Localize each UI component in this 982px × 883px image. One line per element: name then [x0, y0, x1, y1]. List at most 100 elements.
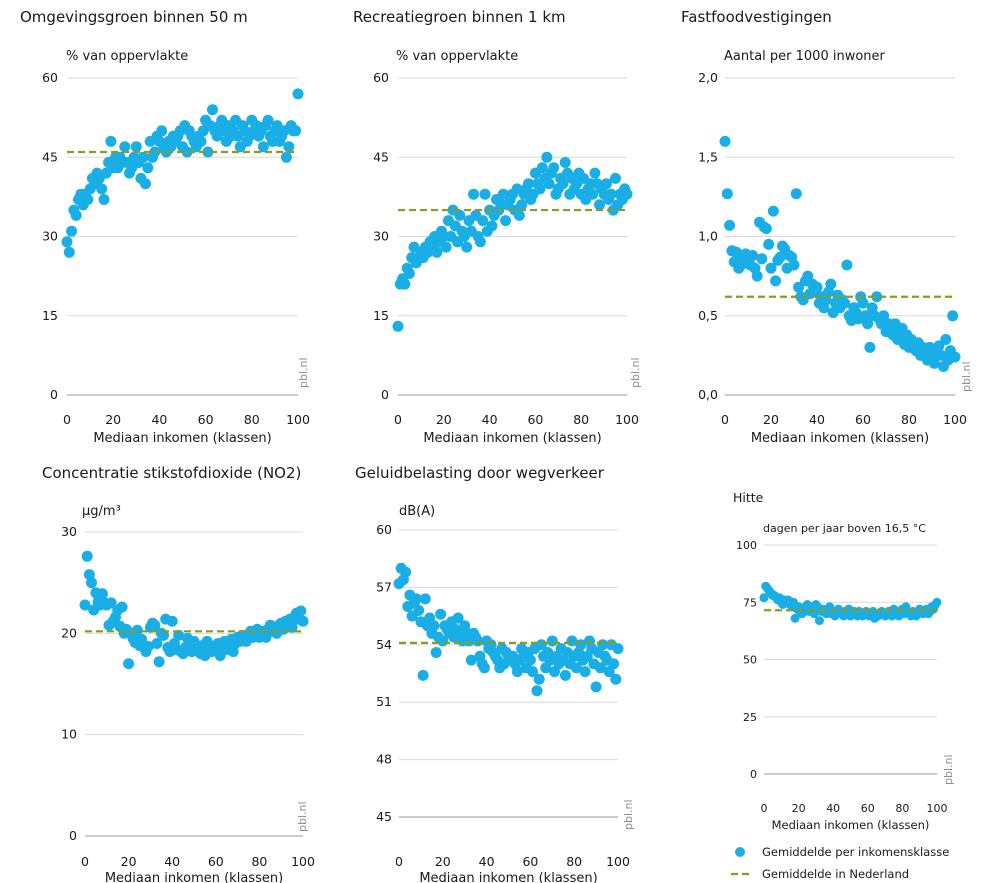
data-point — [195, 135, 207, 147]
y-tick-label: 48 — [376, 752, 392, 767]
data-point — [81, 550, 93, 562]
data-point — [809, 609, 819, 619]
chart-panel-1: Omgevingsgroen binnen 50 m % van oppervla… — [20, 8, 310, 446]
data-point — [295, 605, 307, 617]
data-point — [811, 281, 823, 293]
y-axis-unit: µg/m³ — [82, 504, 121, 519]
y-tick-label: 2,0 — [698, 70, 718, 85]
data-point — [587, 188, 599, 200]
data-point — [140, 178, 151, 190]
data-point — [871, 291, 883, 303]
y-tick-label: 60 — [42, 70, 58, 85]
y-tick-label: 0 — [750, 768, 757, 781]
data-point — [465, 654, 477, 666]
data-point — [500, 215, 512, 227]
data-point — [400, 566, 412, 578]
x-tick-label: 0 — [81, 854, 89, 869]
data-point — [524, 654, 536, 666]
source-label: pbl.nl — [296, 801, 309, 832]
data-point — [724, 219, 736, 231]
data-point — [417, 669, 429, 681]
data-point — [479, 188, 491, 200]
data-point — [933, 340, 945, 352]
data-point — [511, 666, 523, 678]
x-tick-label: 40 — [809, 412, 825, 427]
data-point — [435, 608, 447, 620]
data-point — [513, 209, 525, 221]
data-point — [86, 577, 97, 589]
data-point — [468, 188, 480, 200]
data-point — [297, 615, 309, 627]
data-point — [531, 685, 543, 697]
legend-line-label: Gemiddelde in Nederland — [762, 867, 909, 881]
data-point — [839, 297, 851, 309]
y-tick-label: 0 — [69, 828, 77, 843]
data-point — [419, 593, 431, 605]
y-tick-label: 30 — [373, 229, 389, 244]
y-axis-unit: dB(A) — [399, 504, 435, 519]
x-tick-label: 20 — [105, 412, 121, 427]
data-point — [283, 141, 295, 153]
data-point — [559, 669, 571, 681]
x-tick-label: 0 — [395, 854, 403, 869]
y-tick-label: 0,5 — [698, 308, 718, 323]
y-tick-label: 45 — [42, 149, 58, 164]
legend-dot-label: Gemiddelde per inkomensklasse — [762, 845, 949, 859]
x-axis-label: Mediaan inkomen (klassen) — [419, 871, 597, 883]
data-point — [399, 278, 411, 290]
data-point — [759, 593, 769, 603]
data-point — [841, 259, 853, 271]
y-tick-label: 57 — [376, 579, 392, 594]
data-point — [411, 593, 422, 605]
data-point — [137, 151, 149, 163]
data-point — [207, 104, 218, 116]
data-point — [590, 681, 602, 693]
x-axis-label: Mediaan inkomen (klassen) — [772, 818, 930, 832]
x-tick-label: 20 — [121, 854, 137, 869]
data-point — [523, 178, 534, 190]
data-point — [947, 310, 959, 322]
y-tick-label: 10 — [61, 727, 77, 742]
data-point — [760, 223, 772, 235]
x-tick-label: 100 — [291, 854, 315, 869]
x-tick-label: 20 — [435, 854, 451, 869]
y-tick-label: 75 — [743, 596, 757, 609]
chart-panel-3: Fastfoodvestigingen Aantal per 1000 inwon… — [681, 8, 973, 446]
data-point — [431, 246, 443, 258]
data-point — [790, 188, 802, 200]
data-point — [949, 351, 961, 363]
data-point — [721, 188, 733, 200]
x-tick-label: 60 — [208, 854, 224, 869]
y-tick-label: 1,5 — [698, 149, 718, 164]
data-point — [548, 162, 560, 174]
data-point — [756, 253, 768, 265]
chart-title: Recreatiegroen binnen 1 km — [353, 8, 566, 26]
y-axis-unit: dagen per jaar boven 16,5 °C — [763, 522, 926, 535]
chart-title: Omgevingsgroen binnen 50 m — [20, 8, 248, 26]
y-tick-label: 0 — [381, 387, 389, 402]
y-tick-label: 51 — [376, 694, 392, 709]
data-point — [543, 178, 555, 190]
y-tick-label: 25 — [743, 711, 757, 724]
y-tick-label: 15 — [42, 308, 58, 323]
data-point — [857, 297, 869, 309]
data-point — [257, 141, 269, 153]
x-tick-label: 80 — [244, 412, 260, 427]
y-tick-label: 45 — [373, 149, 389, 164]
x-tick-label: 20 — [792, 802, 806, 815]
y-tick-label: 54 — [376, 637, 392, 652]
x-tick-label: 0 — [721, 412, 729, 427]
x-axis-label: Mediaan inkomen (klassen) — [423, 431, 601, 446]
x-tick-label: 40 — [482, 412, 498, 427]
y-tick-label: 50 — [743, 654, 757, 667]
data-point — [142, 641, 154, 652]
data-point — [105, 135, 117, 147]
x-tick-label: 60 — [527, 412, 543, 427]
x-tick-label: 40 — [826, 802, 840, 815]
x-tick-label: 80 — [901, 412, 917, 427]
x-tick-label: 0 — [63, 412, 71, 427]
x-tick-label: 40 — [479, 854, 495, 869]
data-point — [156, 125, 168, 137]
x-tick-label: 100 — [615, 412, 639, 427]
source-label: pbl.nl — [942, 754, 955, 785]
